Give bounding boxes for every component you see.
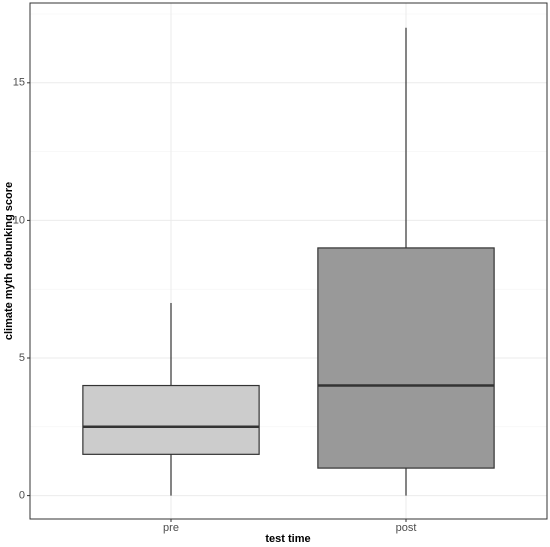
y-axis-title: climate myth debunking score — [3, 182, 15, 340]
y-tick-label: 0 — [19, 490, 25, 502]
box — [317, 247, 495, 469]
box — [82, 384, 260, 455]
x-tick-label: pre — [163, 522, 179, 534]
x-tick-label: post — [396, 522, 417, 534]
y-tick-label: 15 — [13, 77, 25, 89]
plot-border — [29, 2, 548, 520]
y-tick-label: 10 — [13, 214, 25, 226]
x-axis-title: test time — [265, 533, 310, 545]
y-tick-label: 5 — [19, 352, 25, 364]
